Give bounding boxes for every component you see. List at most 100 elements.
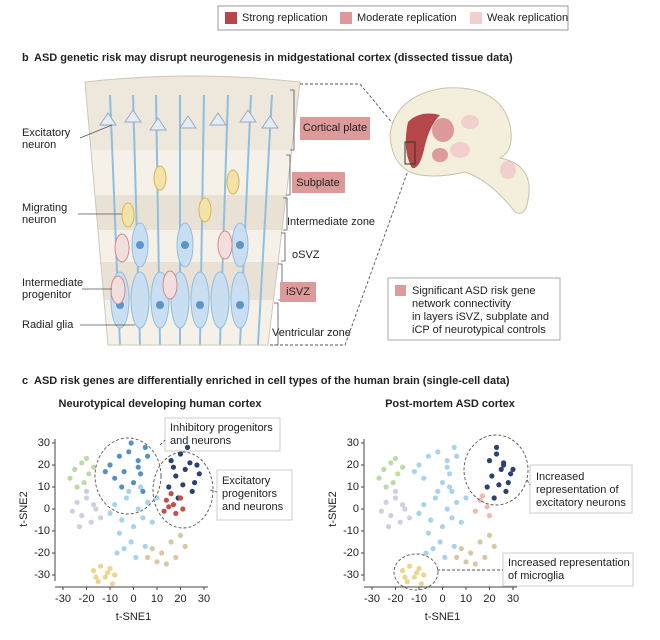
point [454, 554, 460, 561]
y-tick-label: 0 [44, 503, 50, 515]
y-tick-label: 30 [38, 437, 50, 449]
point [451, 444, 457, 450]
point [411, 469, 417, 475]
pointers [78, 124, 135, 326]
brain [389, 87, 530, 214]
point [142, 444, 148, 450]
y-tick-label: 30 [347, 437, 359, 449]
point [439, 480, 446, 486]
point [180, 506, 186, 512]
point [149, 519, 155, 525]
legend-label: Weak replication [487, 12, 568, 24]
x-tick-label: -10 [411, 593, 427, 605]
point [477, 539, 483, 545]
point [376, 475, 382, 481]
point [508, 471, 514, 477]
point [194, 462, 200, 468]
point [449, 515, 455, 521]
x-tick-label: -30 [364, 593, 380, 605]
point [128, 440, 134, 446]
point [119, 517, 125, 523]
point [133, 554, 139, 561]
point [159, 550, 165, 556]
point [421, 572, 427, 578]
point [168, 539, 174, 545]
point [399, 568, 406, 574]
point [392, 488, 399, 494]
point [381, 466, 387, 472]
point [95, 579, 101, 585]
point [88, 519, 94, 525]
point [93, 506, 99, 512]
point [407, 563, 413, 569]
point [505, 480, 511, 486]
x-tick-label: -20 [388, 593, 404, 605]
point [392, 455, 399, 461]
point [421, 475, 427, 481]
cortex-outline [84, 75, 301, 346]
point [496, 482, 502, 488]
y-tick-label: -20 [343, 547, 359, 559]
point [388, 513, 394, 519]
point [182, 466, 188, 472]
point [81, 480, 87, 486]
layer-label: Cortical plate [303, 122, 367, 134]
point [142, 543, 148, 550]
point [173, 473, 179, 479]
point [390, 480, 396, 486]
point [449, 488, 455, 494]
layer-highlight [300, 117, 370, 140]
point [83, 455, 90, 461]
point [416, 565, 422, 572]
x-tick-label: 10 [460, 593, 472, 605]
point [109, 581, 115, 587]
point [168, 458, 174, 464]
point [404, 579, 410, 585]
point [126, 449, 132, 455]
point [163, 497, 169, 503]
point [105, 570, 111, 576]
point [411, 574, 417, 580]
panel-title: ASD risk genes are differentially enrich… [34, 375, 510, 387]
point [107, 462, 113, 468]
cell-label: neuron [22, 214, 56, 226]
point [170, 502, 177, 508]
point [463, 495, 469, 501]
cluster-outlines [94, 434, 531, 591]
cell-label: Migrating [22, 202, 67, 214]
annotation-box [216, 469, 293, 521]
cell-label: Radial glia [22, 319, 74, 331]
y-tick-label: 10 [38, 481, 50, 493]
point [458, 546, 464, 552]
point [145, 453, 151, 459]
point [486, 532, 493, 539]
point [90, 568, 97, 574]
point [402, 506, 408, 512]
x-axis-label: t-SNE1 [425, 611, 460, 623]
point [383, 484, 389, 490]
point [489, 473, 495, 479]
point [189, 488, 195, 494]
point [114, 550, 120, 556]
point [112, 572, 118, 578]
cell-label: Intermediate [22, 277, 83, 289]
point [395, 471, 401, 477]
point [135, 464, 141, 470]
point [468, 550, 474, 556]
chart-title: Post-mortem ASD cortex [385, 398, 516, 410]
legend-swatch [470, 12, 482, 24]
point [112, 475, 118, 481]
annotation: representation of [536, 484, 619, 496]
point [98, 563, 104, 569]
point [407, 515, 413, 521]
point [378, 508, 384, 514]
layer-label: Ventricular zone [272, 327, 351, 339]
point [383, 499, 389, 505]
point [454, 499, 460, 505]
point [69, 508, 75, 514]
annotation: of microglia [508, 570, 565, 582]
point [392, 495, 399, 501]
note-text: Significant ASD risk gene [412, 285, 536, 297]
annotation-box [529, 464, 633, 514]
y-tick-label: 20 [347, 459, 359, 471]
